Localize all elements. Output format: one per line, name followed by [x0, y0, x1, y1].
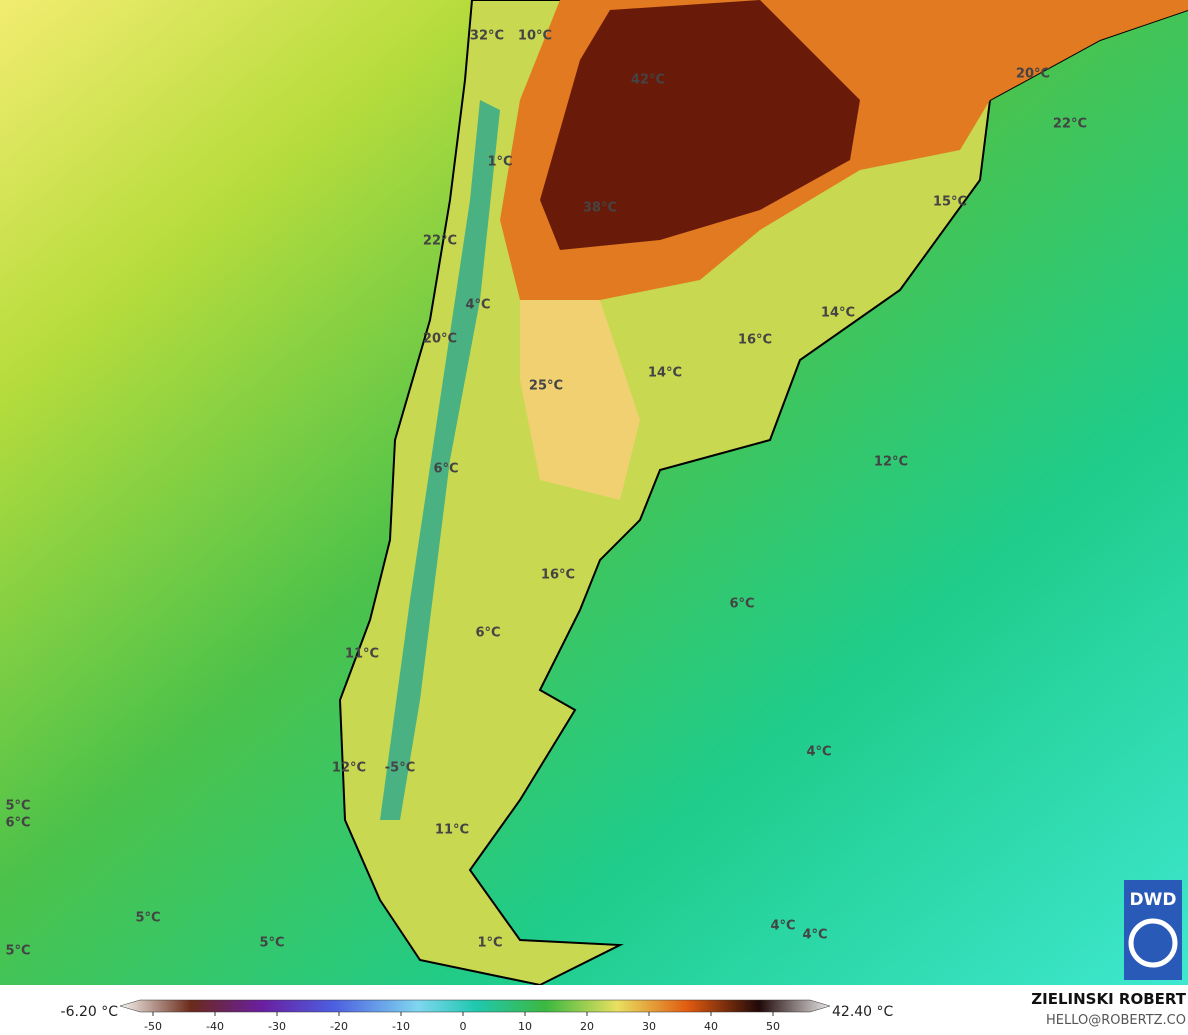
logo-swirl [1128, 918, 1178, 968]
temperature-label: 32°C [470, 29, 504, 44]
colorbar-min: -6.20 °C [61, 1004, 119, 1020]
colorbar-tick-label: 40 [704, 1020, 718, 1033]
temperature-label: 5°C [135, 911, 160, 926]
andes [380, 100, 500, 820]
temperature-label: 12°C [332, 761, 366, 776]
temperature-label: 22°C [1053, 117, 1087, 132]
hottest-region [540, 0, 860, 250]
temperature-label: 5°C [259, 936, 284, 951]
credit-email: HELLO@ROBERTZ.CO [1046, 1013, 1186, 1028]
temperature-label: 38°C [583, 201, 617, 216]
colorbar-tick-label: -40 [206, 1020, 224, 1033]
temperature-label: 16°C [738, 333, 772, 348]
temperature-label: 14°C [648, 366, 682, 381]
temperature-label: 11°C [345, 647, 379, 662]
colorbar-tick-label: 10 [518, 1020, 532, 1033]
colorbar [119, 999, 831, 1013]
colorbar-tick-label: 30 [642, 1020, 656, 1033]
temperature-label: 4°C [806, 745, 831, 760]
temperature-label: 1°C [487, 155, 512, 170]
temperature-label: 4°C [465, 298, 490, 313]
temperature-label: 14°C [821, 306, 855, 321]
temperature-label: 6°C [729, 597, 754, 612]
colorbar-tick-label: -20 [330, 1020, 348, 1033]
logo-text: DWD [1130, 890, 1177, 910]
temperature-label: 15°C [933, 195, 967, 210]
temperature-label: 12°C [874, 455, 908, 470]
temperature-label: 6°C [475, 626, 500, 641]
temperature-label: 4°C [802, 928, 827, 943]
temperature-label: 11°C [435, 823, 469, 838]
colorbar-tick-label: -10 [392, 1020, 410, 1033]
temperature-label: 20°C [1016, 67, 1050, 82]
credit-name: ZIELINSKI ROBERT [1031, 990, 1186, 1008]
temperature-label: -5°C [385, 761, 415, 776]
warm-plain [520, 300, 640, 500]
colorbar-tick-label: -50 [144, 1020, 162, 1033]
temperature-label: 20°C [423, 332, 457, 347]
temperature-label: 16°C [541, 568, 575, 583]
temperature-label: 42°C [631, 73, 665, 88]
temperature-label: 10°C [518, 29, 552, 44]
colorbar-tick-label: 20 [580, 1020, 594, 1033]
temperature-label: 5°C [5, 944, 30, 959]
colorbar-tick-label: 0 [460, 1020, 467, 1033]
temperature-label: 6°C [5, 816, 30, 831]
temperature-label: 25°C [529, 379, 563, 394]
colorbar-tick-label: 50 [766, 1020, 780, 1033]
temperature-label: 5°C [5, 799, 30, 814]
colorbar-max: 42.40 °C [832, 1004, 894, 1020]
temperature-label: 4°C [770, 919, 795, 934]
temperature-label: 22°C [423, 234, 457, 249]
temperature-label: 1°C [477, 936, 502, 951]
temperature-label: 6°C [433, 462, 458, 477]
colorbar-tick-label: -30 [268, 1020, 286, 1033]
